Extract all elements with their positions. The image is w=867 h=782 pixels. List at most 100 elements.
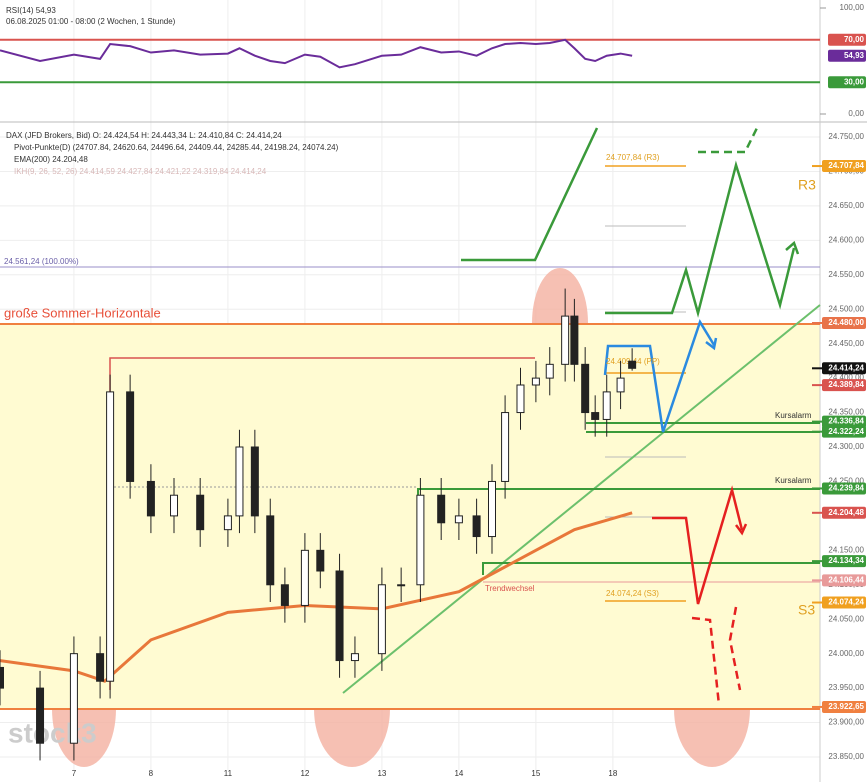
level-label: 24.389,84 — [828, 380, 864, 389]
candle-body — [397, 584, 406, 587]
legend-ema: EMA(200) 24.204,48 — [14, 155, 88, 164]
rsi-tick-label: 100,00 — [840, 3, 865, 12]
chart-title: DAX (JFD Brokers, Bid) O: 24.424,54 H: 2… — [6, 131, 282, 140]
fib-label: 24.561,24 (100.00%) — [4, 257, 79, 266]
trend-label: Trendwechsel — [485, 584, 535, 593]
candle-body — [196, 494, 205, 531]
candle-body — [250, 446, 259, 517]
candle-body — [531, 377, 540, 386]
level-box — [822, 482, 866, 495]
candle-body — [69, 653, 78, 744]
candle-body — [106, 391, 115, 682]
y-tick-label: 24.600,00 — [828, 235, 864, 244]
level-label: 24.336,84 — [828, 417, 864, 426]
rsi-level-label: 70,00 — [844, 35, 865, 44]
level-label: 23.922,65 — [828, 702, 864, 711]
y-tick-label: 24.300,00 — [828, 442, 864, 451]
y-tick-label: 23.850,00 — [828, 752, 864, 761]
x-tick-label: 13 — [377, 769, 386, 778]
x-tick-label: 11 — [224, 769, 233, 778]
level-box — [822, 160, 866, 173]
y-tick-label: 24.750,00 — [828, 132, 864, 141]
candle-body — [170, 494, 179, 517]
period-date: 06.08.2025 01:00 - 08:00 — [6, 17, 96, 26]
candle-body — [437, 494, 446, 524]
level-label: 24.106,44 — [828, 575, 864, 584]
candle-body — [561, 315, 570, 365]
level-box — [822, 362, 866, 375]
candle-body — [501, 412, 510, 482]
candle-body — [516, 384, 525, 414]
candle-body — [616, 377, 625, 393]
rsi-name: RSI(14) — [6, 6, 34, 15]
candle-body — [36, 687, 45, 744]
candle-body — [235, 446, 244, 517]
candle-body — [472, 515, 481, 538]
level-label: 24.074,24 — [828, 598, 864, 607]
level-label: 24.322,24 — [828, 427, 864, 436]
y-tick-label: 24.250,00 — [828, 477, 864, 486]
level-box — [822, 506, 866, 519]
candle-body — [300, 549, 309, 606]
candle-body — [350, 653, 359, 662]
y-tick-label: 23.900,00 — [828, 718, 864, 727]
rsi-level-box — [828, 76, 866, 89]
candle-body — [628, 360, 637, 369]
level-label: 24.134,34 — [828, 556, 864, 565]
candle-body — [96, 653, 105, 682]
level-box — [822, 415, 866, 428]
y-tick-label: 24.650,00 — [828, 201, 864, 210]
rsi-value: 54,93 — [36, 6, 57, 15]
level-box — [822, 574, 866, 587]
rsi-level-label: 54,93 — [844, 51, 865, 60]
candle-body — [416, 494, 425, 586]
level-box — [822, 700, 866, 713]
y-tick-label: 24.400,00 — [828, 373, 864, 382]
s3: S3 — [798, 602, 815, 618]
rsi-level-label: 30,00 — [844, 77, 865, 86]
y-tick-label: 23.950,00 — [828, 683, 864, 692]
x-tick-label: 18 — [608, 769, 617, 778]
period-range: (2 Wochen, 1 Stunde) — [98, 17, 176, 26]
zone — [0, 324, 820, 709]
period: 06.08.2025 01:00 - 08:00 (2 Wochen, 1 St… — [6, 17, 176, 26]
level-box — [822, 317, 866, 329]
candle-body — [223, 515, 232, 531]
candle-body — [146, 480, 155, 517]
s3-label: 24.074,24 (S3) — [606, 589, 659, 598]
x-tick-label: 8 — [149, 769, 154, 778]
candle-body — [126, 391, 135, 482]
x-tick-label: 15 — [531, 769, 540, 778]
r3: R3 — [798, 177, 816, 193]
candle-body — [266, 515, 275, 586]
x-tick-label: 12 — [300, 769, 309, 778]
x-tick-label: 14 — [454, 769, 463, 778]
alarm-label: Kursalarm — [775, 411, 812, 420]
level-box — [822, 379, 866, 392]
x-tick-label: 7 — [72, 769, 77, 778]
candle-body — [488, 480, 496, 538]
legend-pivot: Pivot-Punkte(D) (24707.84, 24620.64, 244… — [14, 143, 339, 152]
level-label: 24.707,84 — [828, 161, 864, 170]
level-label: 24.239,84 — [828, 484, 864, 493]
watermark: stock3 — [8, 717, 97, 748]
y-tick-label: 24.500,00 — [828, 304, 864, 313]
rsi-title: RSI(14) 54,93 — [6, 6, 56, 15]
rsi-tick-label: 0,00 — [848, 109, 864, 118]
candle-body — [591, 412, 600, 420]
rsi-level-box — [828, 33, 866, 46]
y-tick-label: 24.550,00 — [828, 270, 864, 279]
candle-body — [377, 584, 386, 655]
r3-label: 24.707,84 (R3) — [606, 153, 660, 162]
horizontal-label: große Sommer-Horizontale — [4, 305, 161, 320]
candle-body — [602, 391, 611, 420]
candle-body — [545, 363, 554, 379]
y-tick-label: 24.350,00 — [828, 408, 864, 417]
candle-body — [581, 363, 590, 414]
alarm-label: Kursalarm — [775, 476, 812, 485]
candle-body — [335, 570, 344, 662]
rsi-line — [0, 38, 633, 69]
legend-ikh: IKH(9, 26, 52, 26) 24.414,59 24.427,84 2… — [14, 167, 267, 176]
